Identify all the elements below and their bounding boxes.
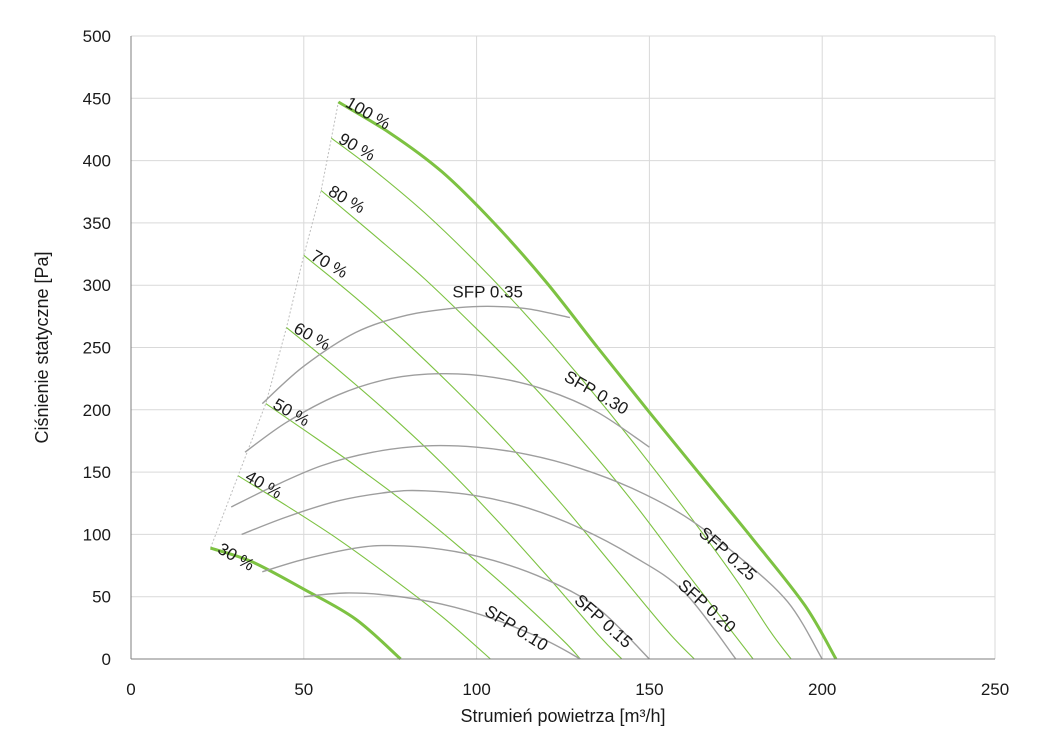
y-tick-label: 300 (83, 276, 111, 295)
y-tick-label: 350 (83, 214, 111, 233)
sfp-curve (241, 489, 737, 660)
fan-curve (337, 100, 838, 660)
y-tick-label: 500 (83, 27, 111, 46)
sfp-curve-label: SFP 0.10 (481, 601, 551, 655)
sfp-curve-label: SFP 0.15 (571, 591, 636, 652)
y-tick-label: 400 (83, 152, 111, 171)
fan-curve-label: 90 % (335, 129, 378, 165)
fan-curve (320, 190, 754, 660)
sfp-curve (303, 592, 581, 660)
y-tick-label: 150 (83, 463, 111, 482)
fan-curve-label: 100 % (342, 93, 393, 134)
x-tick-label: 0 (126, 680, 135, 699)
fan-curve-label: 50 % (270, 395, 313, 431)
y-tick-label: 50 (92, 588, 111, 607)
y-axis-title: Ciśnienie statyczne [Pa] (32, 251, 52, 443)
y-tick-label: 200 (83, 401, 111, 420)
fan-curve-label: 70 % (308, 246, 351, 282)
x-tick-label: 200 (808, 680, 836, 699)
y-tick-label: 250 (83, 339, 111, 358)
y-tick-label: 450 (83, 89, 111, 108)
sfp-curve (230, 444, 823, 660)
fan-curve (265, 403, 581, 660)
fan-curve (303, 254, 695, 660)
fan-curve (286, 327, 623, 660)
fan-curve (237, 475, 491, 660)
fan-curve-label: 30 % (215, 539, 258, 575)
x-tick-label: 100 (462, 680, 490, 699)
sfp-curve (244, 372, 650, 453)
fan-curve (210, 546, 402, 661)
y-tick-label: 100 (83, 525, 111, 544)
x-tick-label: 50 (294, 680, 313, 699)
sfp-curve-label: SFP 0.35 (452, 283, 523, 302)
fan-curves (210, 100, 838, 661)
fan-curve (331, 137, 792, 660)
sfp-curve-label: SFP 0.25 (695, 523, 760, 584)
sfp-curve (262, 544, 650, 660)
axes: 0 50 100 150 200 250 0 50 100 150 200 250 300 350 400 4… (83, 27, 1010, 699)
y-tick-label: 0 (102, 650, 111, 669)
sfp-curve (261, 305, 571, 405)
x-tick-label: 250 (981, 680, 1009, 699)
fan-curve-label: 60 % (291, 319, 334, 355)
x-axis-title: Strumień powietrza [m³/h] (460, 706, 665, 726)
sfp-curve-label: SFP 0.20 (674, 576, 739, 637)
sfp-curves (230, 305, 823, 660)
x-tick-label: 150 (635, 680, 663, 699)
